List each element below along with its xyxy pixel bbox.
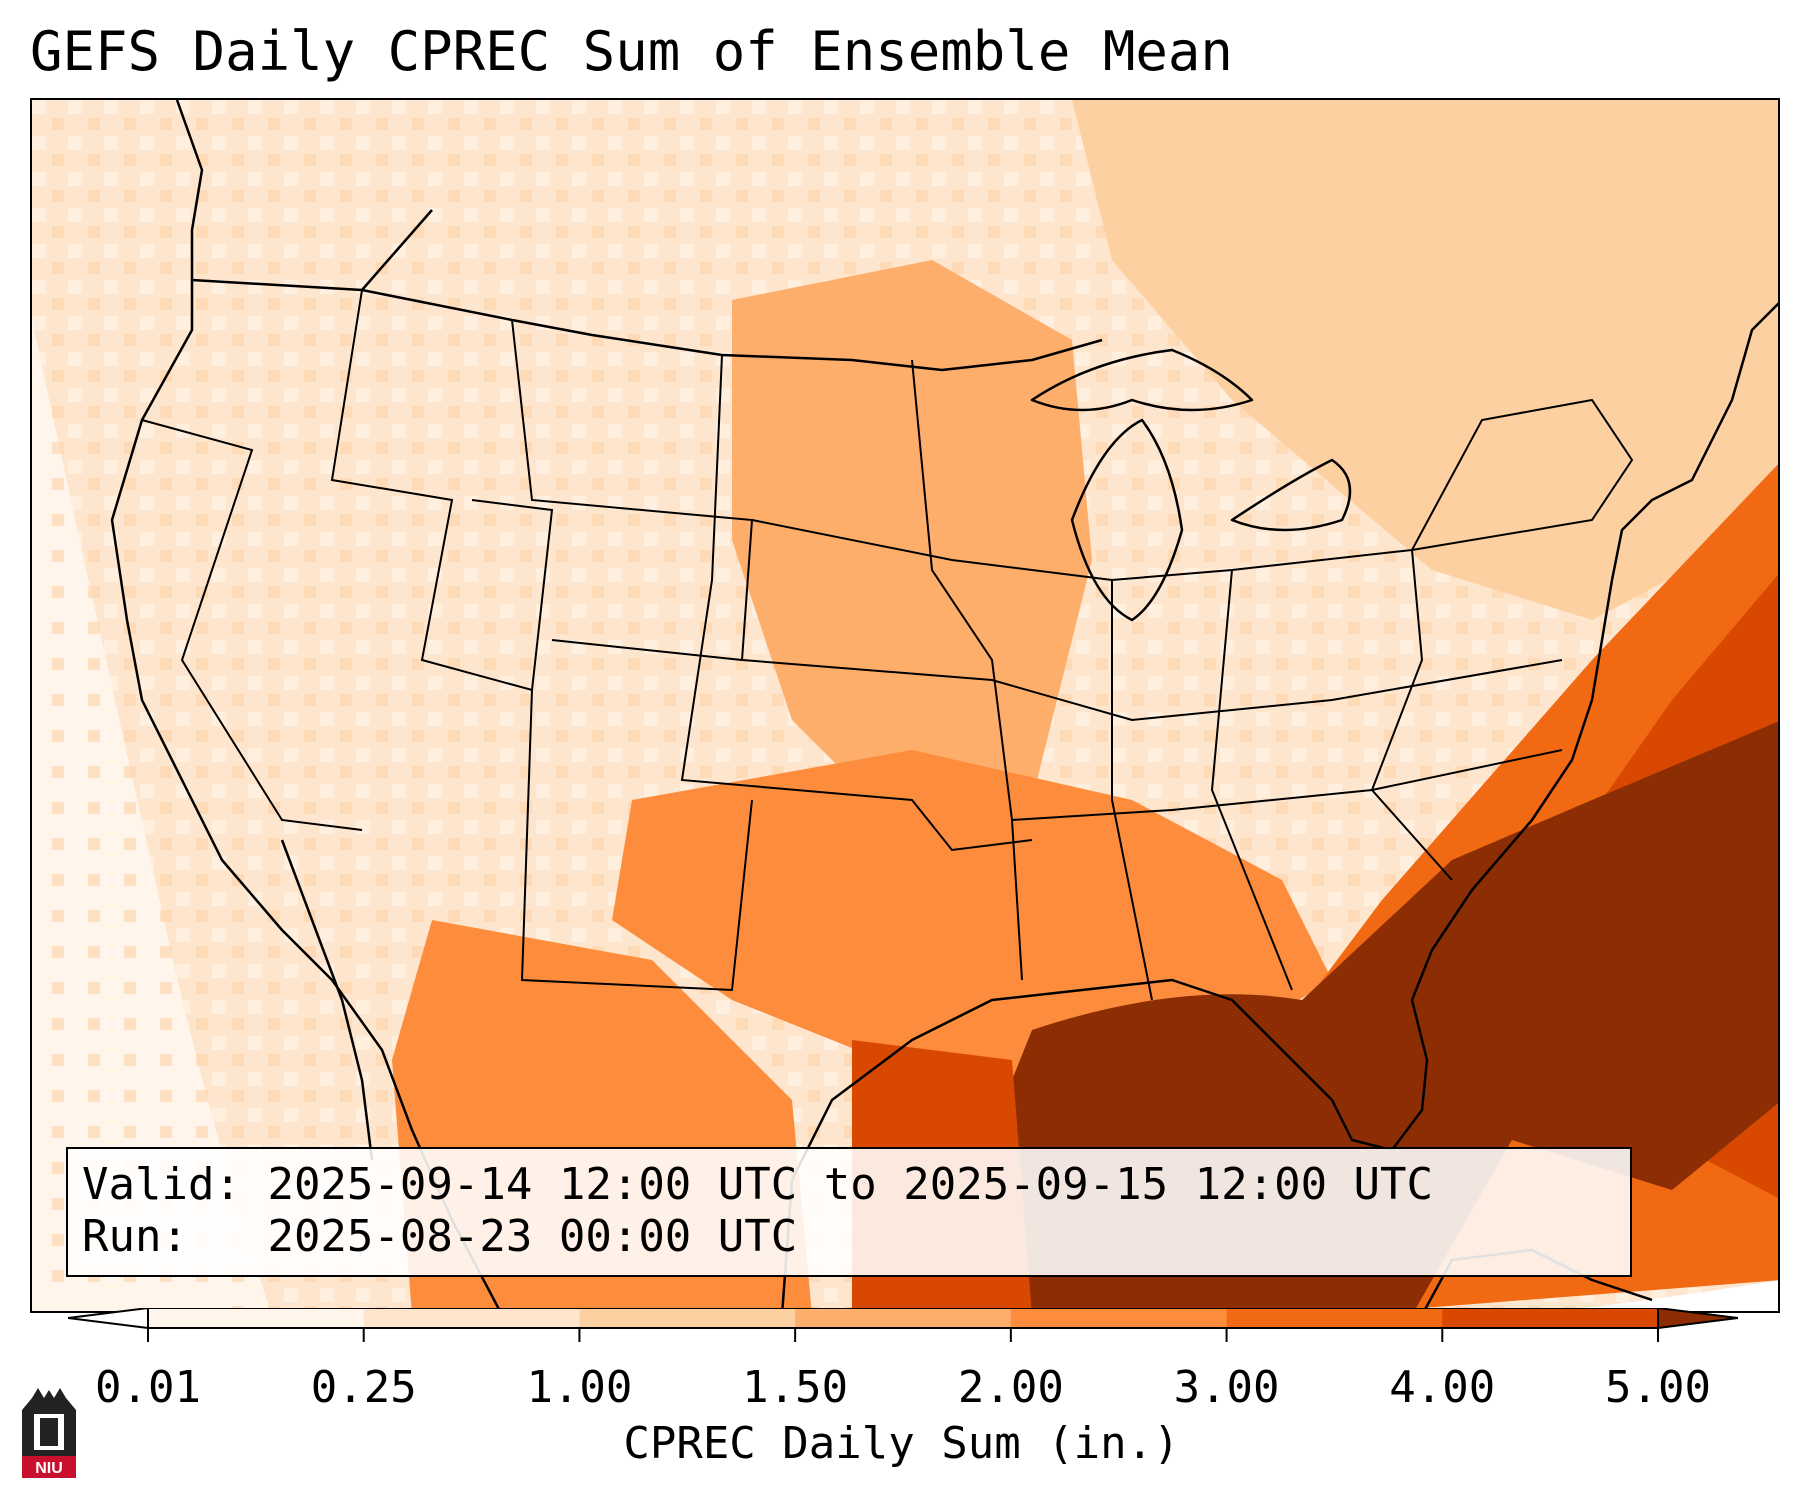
colorbar-ticks bbox=[147, 1328, 1659, 1342]
colorbar-bin bbox=[579, 1308, 796, 1328]
border-or-ca-nv bbox=[141, 419, 363, 831]
run-label: Run: bbox=[82, 1211, 188, 1262]
valid-line: Valid: 2025-09-14 12:00 UTC to 2025-09-1… bbox=[82, 1159, 1616, 1211]
colorbar-tick-label: 0.01 bbox=[95, 1362, 201, 1413]
colorbar-bin bbox=[148, 1308, 365, 1328]
colorbar-over-arrow bbox=[1657, 1308, 1738, 1330]
run-value: 2025-08-23 00:00 UTC bbox=[267, 1211, 798, 1262]
lake-superior-outline bbox=[1030, 348, 1254, 412]
colorbar-tick-label: 1.00 bbox=[526, 1362, 633, 1413]
colorbar-bin bbox=[1010, 1308, 1228, 1328]
colorbar-bins bbox=[148, 1308, 1659, 1328]
state-borders bbox=[141, 289, 1634, 1001]
precip-field-plains bbox=[732, 260, 1092, 840]
colorbar-tick-label: 4.00 bbox=[1389, 1362, 1496, 1413]
lake-erie-ontario-outline bbox=[1230, 458, 1352, 532]
map-panel[interactable] bbox=[30, 98, 1780, 1313]
colorbar bbox=[68, 1308, 1738, 1342]
niu-logo-band bbox=[22, 1456, 76, 1478]
lake-michigan-outline bbox=[1070, 418, 1184, 622]
gulf-east-coast-line bbox=[781, 302, 1778, 1311]
colorbar-label: CPREC Daily Sum (in.) bbox=[623, 1418, 1180, 1469]
border-tn-nc bbox=[1011, 749, 1563, 821]
colorbar-tick-label: 5.00 bbox=[1605, 1362, 1711, 1413]
border-mn-mo-ar-la bbox=[911, 359, 1023, 981]
border-az-nm bbox=[520, 689, 753, 992]
valid-run-info-box: Valid: 2025-09-14 12:00 UTC to 2025-09-1… bbox=[66, 1147, 1632, 1277]
niu-logo-window-detail bbox=[40, 1418, 58, 1446]
border-id-nv-ut bbox=[330, 289, 554, 692]
colorbar-bin bbox=[795, 1308, 1012, 1328]
border-pa-sc bbox=[1370, 549, 1453, 881]
canada-border-line bbox=[361, 288, 1103, 372]
map-title: GEFS Daily CPREC Sum of Ensemble Mean bbox=[30, 20, 1233, 83]
niu-logo-text: NIU bbox=[35, 1460, 63, 1477]
colorbar-under-arrow bbox=[68, 1308, 149, 1330]
colorbar-bin bbox=[1442, 1308, 1659, 1328]
border-ny-ne bbox=[1411, 398, 1634, 551]
colorbar-bin bbox=[363, 1308, 580, 1328]
border-il-ms bbox=[1111, 580, 1153, 1001]
border-ks-ky-va bbox=[741, 659, 1563, 722]
colorbar-tick-label: 0.25 bbox=[310, 1362, 417, 1413]
colorbar-tick-label: 3.00 bbox=[1173, 1362, 1280, 1413]
colorbar-bin bbox=[1226, 1308, 1443, 1328]
valid-label: Valid: bbox=[82, 1159, 241, 1210]
colorbar-tick-label: 2.00 bbox=[957, 1362, 1064, 1413]
border-plains-tx bbox=[680, 354, 1033, 852]
precip-field-north bbox=[1072, 100, 1778, 620]
colorbar-tick-label: 1.50 bbox=[742, 1362, 849, 1413]
colorbar-outline bbox=[147, 1308, 1659, 1329]
baja-coast-line bbox=[280, 839, 374, 1161]
niu-logo: NIU bbox=[22, 1388, 76, 1478]
run-line: Run: 2025-08-23 00:00 UTC bbox=[82, 1211, 1616, 1263]
precip-map bbox=[32, 100, 1778, 1311]
border-oh-al-ga bbox=[1210, 569, 1293, 991]
valid-value: 2025-09-14 12:00 UTC to 2025-09-15 12:00… bbox=[267, 1159, 1434, 1210]
